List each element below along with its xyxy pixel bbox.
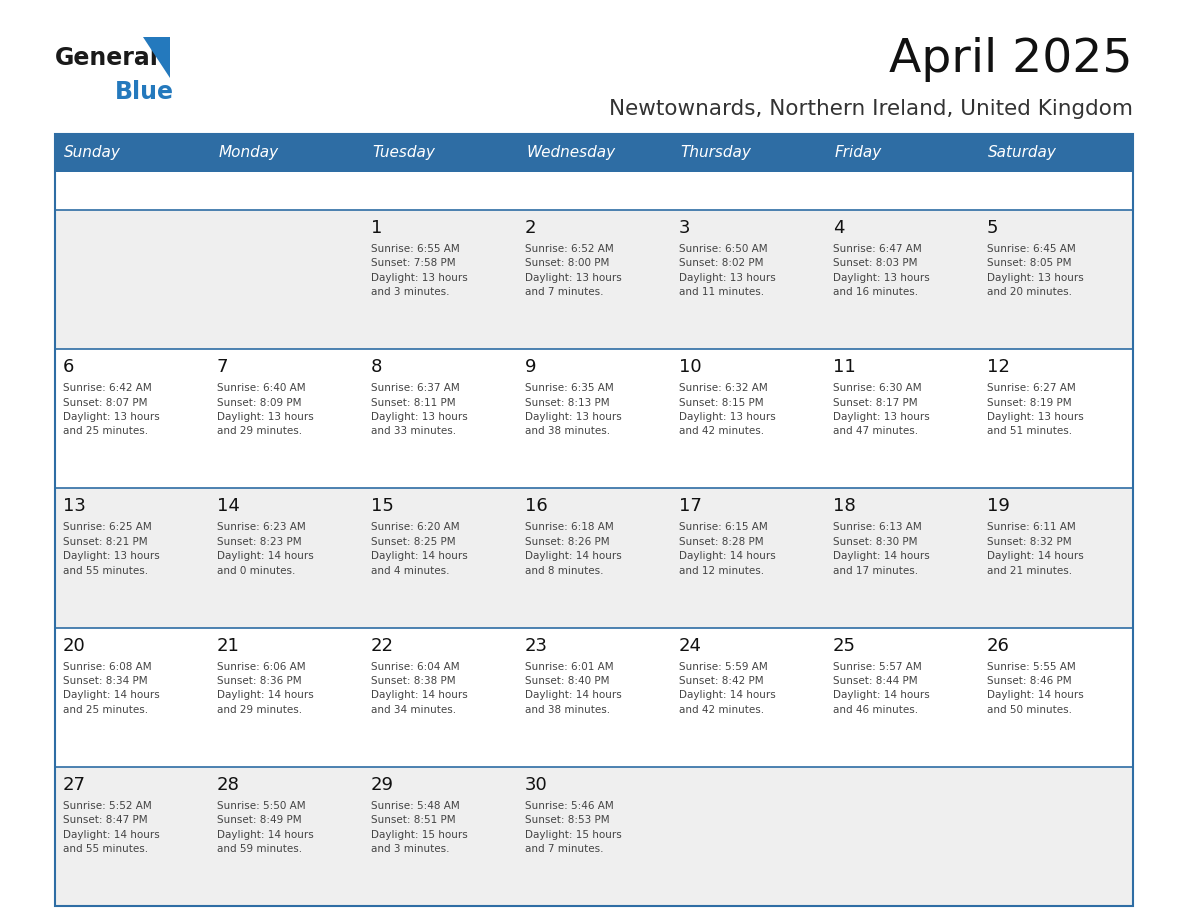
Text: Sunrise: 6:23 AM
Sunset: 8:23 PM
Daylight: 14 hours
and 0 minutes.: Sunrise: 6:23 AM Sunset: 8:23 PM Dayligh…: [216, 522, 314, 576]
Text: 18: 18: [833, 498, 855, 515]
Text: 25: 25: [833, 636, 855, 655]
Text: 11: 11: [833, 358, 855, 376]
Text: Sunrise: 6:08 AM
Sunset: 8:34 PM
Daylight: 14 hours
and 25 minutes.: Sunrise: 6:08 AM Sunset: 8:34 PM Dayligh…: [63, 662, 159, 715]
Text: Sunrise: 5:59 AM
Sunset: 8:42 PM
Daylight: 14 hours
and 42 minutes.: Sunrise: 5:59 AM Sunset: 8:42 PM Dayligh…: [678, 662, 776, 715]
Text: Sunrise: 6:04 AM
Sunset: 8:38 PM
Daylight: 14 hours
and 34 minutes.: Sunrise: 6:04 AM Sunset: 8:38 PM Dayligh…: [371, 662, 467, 715]
Text: Sunrise: 6:01 AM
Sunset: 8:40 PM
Daylight: 14 hours
and 38 minutes.: Sunrise: 6:01 AM Sunset: 8:40 PM Dayligh…: [525, 662, 621, 715]
Text: 28: 28: [216, 776, 240, 794]
Text: General: General: [55, 46, 159, 70]
Text: Sunrise: 6:42 AM
Sunset: 8:07 PM
Daylight: 13 hours
and 25 minutes.: Sunrise: 6:42 AM Sunset: 8:07 PM Dayligh…: [63, 383, 159, 436]
Text: 12: 12: [987, 358, 1010, 376]
Text: Sunrise: 5:57 AM
Sunset: 8:44 PM
Daylight: 14 hours
and 46 minutes.: Sunrise: 5:57 AM Sunset: 8:44 PM Dayligh…: [833, 662, 929, 715]
Text: Wednesday: Wednesday: [526, 145, 615, 161]
Text: Sunrise: 5:46 AM
Sunset: 8:53 PM
Daylight: 15 hours
and 7 minutes.: Sunrise: 5:46 AM Sunset: 8:53 PM Dayligh…: [525, 800, 621, 854]
Text: Sunrise: 6:30 AM
Sunset: 8:17 PM
Daylight: 13 hours
and 47 minutes.: Sunrise: 6:30 AM Sunset: 8:17 PM Dayligh…: [833, 383, 929, 436]
Text: Sunrise: 6:32 AM
Sunset: 8:15 PM
Daylight: 13 hours
and 42 minutes.: Sunrise: 6:32 AM Sunset: 8:15 PM Dayligh…: [678, 383, 776, 436]
Text: Sunrise: 6:52 AM
Sunset: 8:00 PM
Daylight: 13 hours
and 7 minutes.: Sunrise: 6:52 AM Sunset: 8:00 PM Dayligh…: [525, 244, 621, 297]
Text: 2: 2: [525, 219, 536, 237]
Text: Sunrise: 6:45 AM
Sunset: 8:05 PM
Daylight: 13 hours
and 20 minutes.: Sunrise: 6:45 AM Sunset: 8:05 PM Dayligh…: [987, 244, 1083, 297]
Text: 22: 22: [371, 636, 393, 655]
Text: 30: 30: [525, 776, 548, 794]
Text: 29: 29: [371, 776, 393, 794]
Text: April 2025: April 2025: [890, 38, 1133, 83]
Text: 23: 23: [525, 636, 548, 655]
Text: Blue: Blue: [115, 80, 173, 104]
Text: Sunrise: 5:48 AM
Sunset: 8:51 PM
Daylight: 15 hours
and 3 minutes.: Sunrise: 5:48 AM Sunset: 8:51 PM Dayligh…: [371, 800, 467, 854]
Text: 13: 13: [63, 498, 86, 515]
Text: Sunrise: 6:47 AM
Sunset: 8:03 PM
Daylight: 13 hours
and 16 minutes.: Sunrise: 6:47 AM Sunset: 8:03 PM Dayligh…: [833, 244, 929, 297]
Bar: [55, 134, 209, 172]
Bar: [824, 134, 979, 172]
Text: Saturday: Saturday: [988, 145, 1057, 161]
Text: 26: 26: [987, 636, 1010, 655]
Text: 6: 6: [63, 358, 74, 376]
Text: Sunrise: 6:11 AM
Sunset: 8:32 PM
Daylight: 14 hours
and 21 minutes.: Sunrise: 6:11 AM Sunset: 8:32 PM Dayligh…: [987, 522, 1083, 576]
Text: 14: 14: [216, 498, 240, 515]
Text: 19: 19: [987, 498, 1010, 515]
Bar: [364, 134, 517, 172]
Text: 24: 24: [678, 636, 702, 655]
Bar: [517, 134, 671, 172]
Text: 20: 20: [63, 636, 86, 655]
Text: Sunrise: 6:13 AM
Sunset: 8:30 PM
Daylight: 14 hours
and 17 minutes.: Sunrise: 6:13 AM Sunset: 8:30 PM Dayligh…: [833, 522, 929, 576]
Text: 1: 1: [371, 219, 383, 237]
Text: 8: 8: [371, 358, 383, 376]
Text: Sunrise: 6:27 AM
Sunset: 8:19 PM
Daylight: 13 hours
and 51 minutes.: Sunrise: 6:27 AM Sunset: 8:19 PM Dayligh…: [987, 383, 1083, 436]
Bar: [55, 488, 1133, 628]
Text: Sunrise: 6:37 AM
Sunset: 8:11 PM
Daylight: 13 hours
and 33 minutes.: Sunrise: 6:37 AM Sunset: 8:11 PM Dayligh…: [371, 383, 467, 436]
Text: Sunrise: 6:20 AM
Sunset: 8:25 PM
Daylight: 14 hours
and 4 minutes.: Sunrise: 6:20 AM Sunset: 8:25 PM Dayligh…: [371, 522, 467, 576]
Bar: [55, 628, 1133, 767]
Bar: [55, 767, 1133, 906]
Text: 27: 27: [63, 776, 86, 794]
Bar: [671, 134, 824, 172]
Text: Sunrise: 6:35 AM
Sunset: 8:13 PM
Daylight: 13 hours
and 38 minutes.: Sunrise: 6:35 AM Sunset: 8:13 PM Dayligh…: [525, 383, 621, 436]
Text: Sunrise: 6:15 AM
Sunset: 8:28 PM
Daylight: 14 hours
and 12 minutes.: Sunrise: 6:15 AM Sunset: 8:28 PM Dayligh…: [678, 522, 776, 576]
Text: Friday: Friday: [834, 145, 881, 161]
Text: 10: 10: [678, 358, 701, 376]
Bar: [979, 134, 1133, 172]
Text: Monday: Monday: [219, 145, 278, 161]
Text: 16: 16: [525, 498, 548, 515]
Text: Sunrise: 6:50 AM
Sunset: 8:02 PM
Daylight: 13 hours
and 11 minutes.: Sunrise: 6:50 AM Sunset: 8:02 PM Dayligh…: [678, 244, 776, 297]
Text: 15: 15: [371, 498, 393, 515]
Text: Sunrise: 6:06 AM
Sunset: 8:36 PM
Daylight: 14 hours
and 29 minutes.: Sunrise: 6:06 AM Sunset: 8:36 PM Dayligh…: [216, 662, 314, 715]
Text: Sunrise: 6:18 AM
Sunset: 8:26 PM
Daylight: 14 hours
and 8 minutes.: Sunrise: 6:18 AM Sunset: 8:26 PM Dayligh…: [525, 522, 621, 576]
Text: 21: 21: [216, 636, 240, 655]
Text: 5: 5: [987, 219, 998, 237]
Text: 9: 9: [525, 358, 536, 376]
Bar: [55, 134, 1133, 906]
Text: Tuesday: Tuesday: [372, 145, 435, 161]
Text: 3: 3: [678, 219, 690, 237]
Text: 7: 7: [216, 358, 228, 376]
Text: Thursday: Thursday: [681, 145, 751, 161]
Text: Sunrise: 6:40 AM
Sunset: 8:09 PM
Daylight: 13 hours
and 29 minutes.: Sunrise: 6:40 AM Sunset: 8:09 PM Dayligh…: [216, 383, 314, 436]
Text: Newtownards, Northern Ireland, United Kingdom: Newtownards, Northern Ireland, United Ki…: [609, 99, 1133, 119]
Polygon shape: [144, 37, 171, 78]
Bar: [55, 349, 1133, 488]
Text: Sunrise: 5:50 AM
Sunset: 8:49 PM
Daylight: 14 hours
and 59 minutes.: Sunrise: 5:50 AM Sunset: 8:49 PM Dayligh…: [216, 800, 314, 854]
Text: 4: 4: [833, 219, 845, 237]
Bar: [55, 210, 1133, 349]
Bar: [209, 134, 364, 172]
Text: Sunrise: 6:25 AM
Sunset: 8:21 PM
Daylight: 13 hours
and 55 minutes.: Sunrise: 6:25 AM Sunset: 8:21 PM Dayligh…: [63, 522, 159, 576]
Text: Sunrise: 5:52 AM
Sunset: 8:47 PM
Daylight: 14 hours
and 55 minutes.: Sunrise: 5:52 AM Sunset: 8:47 PM Dayligh…: [63, 800, 159, 854]
Text: Sunrise: 6:55 AM
Sunset: 7:58 PM
Daylight: 13 hours
and 3 minutes.: Sunrise: 6:55 AM Sunset: 7:58 PM Dayligh…: [371, 244, 467, 297]
Text: Sunday: Sunday: [64, 145, 121, 161]
Text: 17: 17: [678, 498, 702, 515]
Text: Sunrise: 5:55 AM
Sunset: 8:46 PM
Daylight: 14 hours
and 50 minutes.: Sunrise: 5:55 AM Sunset: 8:46 PM Dayligh…: [987, 662, 1083, 715]
